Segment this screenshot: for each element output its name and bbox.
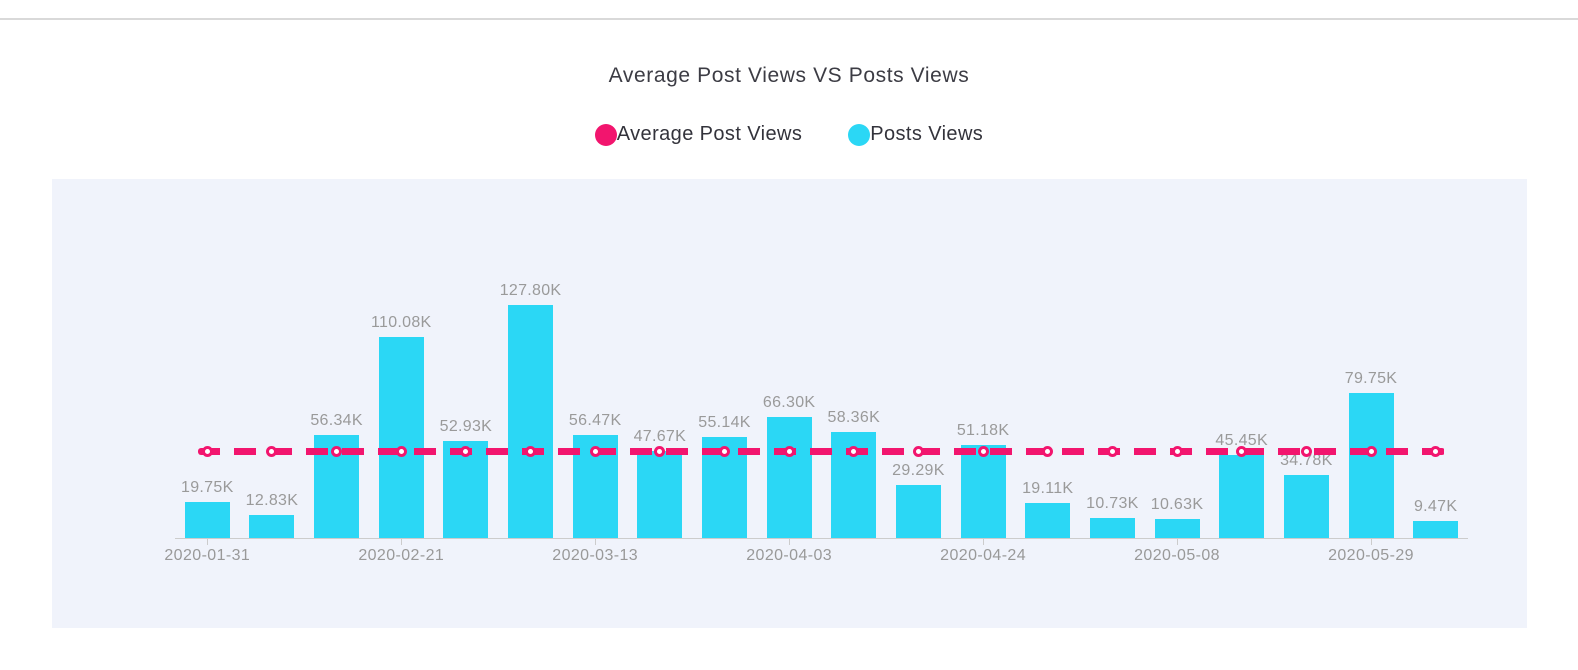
x-axis-tick [207, 539, 209, 545]
bar-value-label: 19.75K [181, 478, 234, 496]
average-line [198, 447, 1445, 455]
bar-value-label: 45.45K [1215, 432, 1268, 450]
average-line-marker [460, 445, 472, 457]
bar-19.11K[interactable] [1025, 503, 1071, 538]
average-line-marker [1171, 445, 1183, 457]
bar-79.75K[interactable] [1348, 392, 1394, 538]
bar-value-label: 10.73K [1086, 495, 1139, 513]
average-line-marker [848, 445, 860, 457]
average-line-marker [1106, 445, 1118, 457]
bar-value-label: 10.63K [1150, 495, 1204, 513]
bar-12.83K[interactable] [249, 514, 295, 538]
x-axis-label: 2020-05-29 [1328, 547, 1414, 564]
bar-34.78K[interactable] [1283, 474, 1329, 538]
x-axis-label: 2020-04-24 [940, 547, 1027, 564]
average-line-marker [331, 445, 343, 457]
chart-title: Average Post Views VS Posts Views [608, 64, 970, 87]
x-axis-tick [401, 539, 403, 545]
average-line-marker [1300, 445, 1312, 457]
bar-value-label: 34.78K [1280, 451, 1333, 469]
average-line-marker [1236, 445, 1248, 457]
average-line-marker [783, 445, 795, 457]
bar-value-label: 51.18K [956, 421, 1010, 439]
bar-value-label: 12.83K [245, 491, 299, 509]
average-line-marker [719, 445, 730, 457]
bar-value-label: 79.75K [1344, 369, 1398, 387]
legend-item-posts-views[interactable]: Posts Views [848, 123, 983, 146]
bar-29.29K[interactable] [895, 484, 941, 538]
average-line-marker [977, 445, 989, 457]
x-axis-label: 2020-04-03 [746, 547, 833, 564]
x-axis-tick [789, 539, 791, 545]
legend-item-average-post-views[interactable]: Average Post Views [594, 123, 803, 146]
x-axis-tick [983, 539, 985, 545]
average-line-marker [1430, 445, 1442, 457]
x-axis-label: 2020-02-21 [358, 547, 445, 564]
bar-value-label: 66.30K [762, 394, 816, 412]
bar-value-label: 127.80K [499, 281, 562, 299]
average-line-marker [395, 445, 407, 457]
average-line-marker [589, 445, 601, 457]
bar-10.73K[interactable] [1089, 518, 1135, 538]
x-axis-label: 2020-05-08 [1134, 547, 1220, 564]
x-axis-tick [1177, 539, 1179, 545]
plot-area: 2020-01-31 2020-02-21 2020-03-13 2020-04-03… [52, 179, 1527, 628]
average-line-marker [654, 445, 666, 457]
bar-value-label: 47.67K [633, 428, 687, 446]
chart-panel: 2020-01-31 2020-02-21 2020-03-13 2020-04-03… [52, 179, 1527, 628]
bar-value-label: 52.93K [439, 418, 493, 436]
x-axis-line [175, 538, 1468, 539]
bar-value-label: 29.29K [892, 461, 945, 479]
bar-value-label: 9.47K [1413, 497, 1458, 515]
bar-66.30K[interactable] [766, 417, 812, 538]
bar-value-label: 56.34K [310, 412, 363, 430]
top-divider-line [0, 18, 1578, 20]
bar-value-label: 58.36K [827, 408, 881, 426]
bar-19.75K[interactable] [184, 501, 230, 538]
average-line-marker [266, 445, 278, 457]
bar-10.63K[interactable] [1154, 518, 1200, 538]
bar-value-label: 110.08K [370, 314, 432, 332]
legend-dot-average-post-views [594, 123, 617, 146]
bar-value-label: 55.14K [698, 414, 751, 432]
bar-127.80K[interactable] [508, 304, 554, 538]
legend-label-posts-views: Posts Views [870, 123, 984, 145]
average-line-marker [201, 445, 213, 457]
average-line-marker [525, 445, 537, 457]
bar-51.18K[interactable] [960, 444, 1006, 538]
legend-label-average-post-views: Average Post Views [616, 123, 803, 145]
bar-45.45K[interactable] [1219, 455, 1265, 538]
bar-52.93K[interactable] [443, 441, 489, 538]
bar-value-label: 56.47K [568, 412, 622, 430]
bar-value-label: 19.11K [1022, 480, 1074, 498]
average-line-marker [1365, 445, 1377, 457]
bar-47.67K[interactable] [637, 451, 683, 538]
average-line-marker [912, 445, 924, 457]
bar-110.08K[interactable] [378, 337, 424, 538]
x-axis-tick [1371, 539, 1372, 545]
bar-9.47K[interactable] [1413, 520, 1459, 538]
legend-dot-posts-views [848, 123, 871, 146]
chart-legend: Average Post Views Posts Views [0, 123, 1578, 146]
x-axis-label: 2020-01-31 [164, 547, 251, 564]
x-axis-label: 2020-03-13 [552, 547, 639, 564]
x-axis-tick [595, 539, 597, 545]
average-line-marker [1042, 445, 1054, 457]
